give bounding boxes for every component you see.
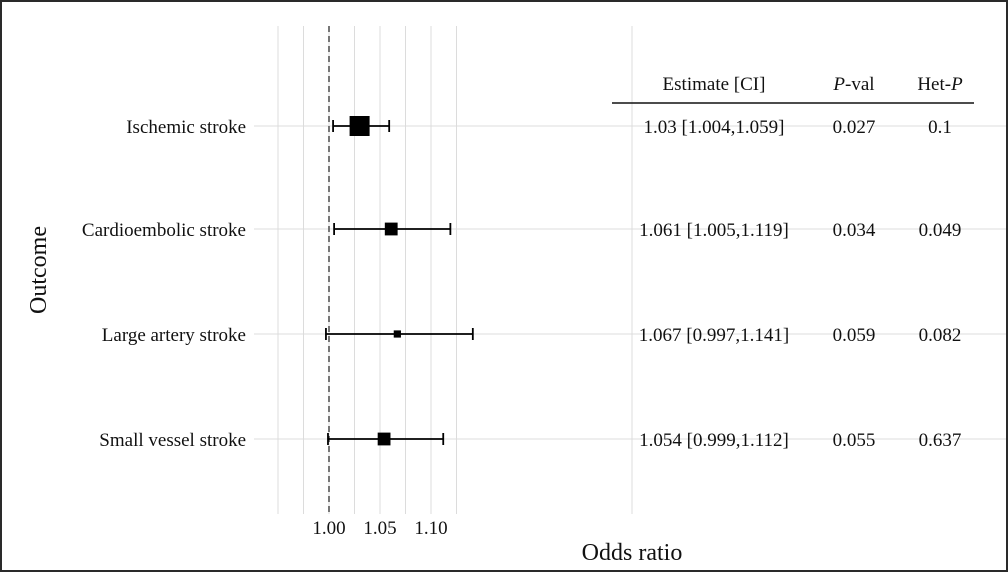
plot-marks bbox=[326, 116, 473, 445]
row-label-2: Large artery stroke bbox=[102, 325, 246, 346]
p-value-cell-2: 0.059 bbox=[833, 325, 876, 346]
x-axis-ticks: 1.00 1.05 1.10 bbox=[312, 518, 447, 539]
het-p-header-italic: P bbox=[950, 74, 963, 95]
table-header: Estimate [CI] P-val Het-P bbox=[612, 74, 974, 103]
x-tick-label-2: 1.10 bbox=[414, 518, 447, 539]
x-axis-title: Odds ratio bbox=[582, 540, 683, 566]
estimate-cell-2: 1.067 [0.997,1.141] bbox=[639, 325, 789, 346]
p-value-header-suffix: -val bbox=[845, 74, 875, 95]
estimate-cell-0: 1.03 [1.004,1.059] bbox=[644, 117, 785, 138]
row-label-1: Cardioembolic stroke bbox=[82, 220, 246, 241]
estimate-cell-3: 1.054 [0.999,1.112] bbox=[639, 430, 789, 451]
het-p-cell-1: 0.049 bbox=[919, 220, 962, 241]
het-p-cell-3: 0.637 bbox=[919, 430, 962, 451]
het-p-header-prefix: Het- bbox=[917, 74, 951, 95]
row-label-0: Ischemic stroke bbox=[126, 117, 246, 138]
point-estimate-0 bbox=[350, 116, 370, 136]
het-p-header: Het-P bbox=[917, 74, 963, 95]
het-p-cell-0: 0.1 bbox=[928, 117, 952, 138]
p-value-cell-3: 0.055 bbox=[833, 430, 876, 451]
x-tick-label-0: 1.00 bbox=[312, 518, 345, 539]
het-p-cell-2: 0.082 bbox=[919, 325, 962, 346]
point-estimate-2 bbox=[394, 330, 401, 337]
row-labels: Ischemic stroke Cardioembolic stroke Large… bbox=[82, 117, 246, 451]
p-value-cell-1: 0.034 bbox=[833, 220, 876, 241]
row-label-3: Small vessel stroke bbox=[99, 430, 246, 451]
x-tick-label-1: 1.05 bbox=[363, 518, 396, 539]
p-value-header: P-val bbox=[832, 74, 874, 95]
estimate-header: Estimate [CI] bbox=[663, 74, 766, 95]
results-table: 1.03 [1.004,1.059] 0.027 0.1 1.061 [1.005,1… bbox=[639, 117, 962, 451]
grid bbox=[254, 26, 1006, 514]
p-value-header-italic: P bbox=[832, 74, 845, 95]
point-estimate-3 bbox=[378, 433, 391, 446]
point-estimate-1 bbox=[385, 223, 398, 236]
y-axis-title: Outcome bbox=[26, 226, 52, 314]
p-value-cell-0: 0.027 bbox=[833, 117, 876, 138]
estimate-cell-1: 1.061 [1.005,1.119] bbox=[639, 220, 789, 241]
